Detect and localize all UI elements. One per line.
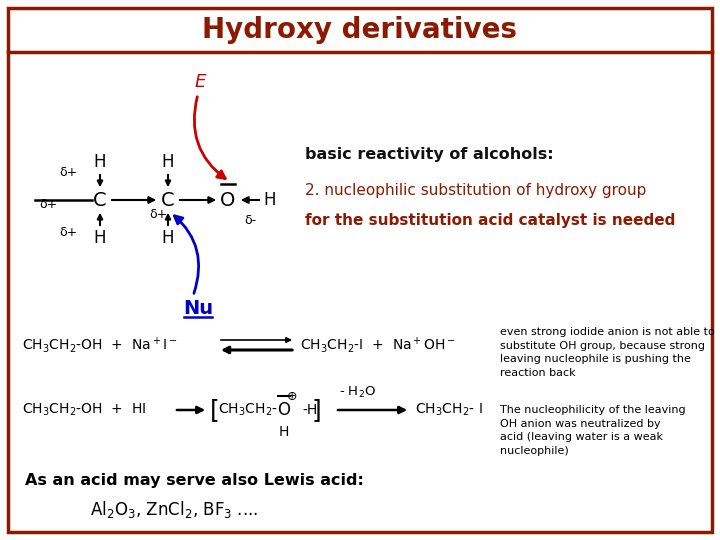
Text: CH$_3$CH$_2$-OH  +  HI: CH$_3$CH$_2$-OH + HI: [22, 402, 146, 418]
Text: H: H: [279, 425, 289, 439]
Text: C: C: [93, 191, 107, 210]
Text: CH$_3$CH$_2$- I: CH$_3$CH$_2$- I: [415, 402, 483, 418]
Text: -H: -H: [302, 403, 318, 417]
Text: [: [: [210, 398, 220, 422]
Text: δ+: δ+: [149, 207, 167, 220]
Text: H: H: [162, 229, 174, 247]
Text: CH$_3$CH$_2$-OH  +  Na$^+$I$^-$: CH$_3$CH$_2$-OH + Na$^+$I$^-$: [22, 335, 178, 355]
Text: The nucleophilicity of the leaving
OH anion was neutralized by
acid (leaving wat: The nucleophilicity of the leaving OH an…: [500, 405, 685, 456]
Text: Al$_2$O$_3$, ZnCl$_2$, BF$_3$ ....: Al$_2$O$_3$, ZnCl$_2$, BF$_3$ ....: [90, 500, 258, 521]
Text: δ+: δ+: [39, 199, 57, 212]
Text: δ+: δ+: [59, 165, 77, 179]
Text: ]: ]: [312, 398, 322, 422]
Text: Nu: Nu: [183, 299, 213, 318]
Text: CH$_3$CH$_2$-: CH$_3$CH$_2$-: [218, 402, 278, 418]
Text: C: C: [161, 191, 175, 210]
Text: - H$_2$O: - H$_2$O: [339, 384, 377, 400]
Text: H: H: [94, 153, 107, 171]
Text: H: H: [94, 229, 107, 247]
Text: CH$_3$CH$_2$-I  +  Na$^+$OH$^-$: CH$_3$CH$_2$-I + Na$^+$OH$^-$: [300, 335, 456, 355]
Text: Hydroxy derivatives: Hydroxy derivatives: [202, 16, 518, 44]
Text: even strong iodide anion is not able to
substitute OH group, because strong
leav: even strong iodide anion is not able to …: [500, 327, 715, 378]
Text: E: E: [194, 73, 206, 91]
Text: δ+: δ+: [59, 226, 77, 239]
Text: 2. nucleophilic substitution of hydroxy group: 2. nucleophilic substitution of hydroxy …: [305, 183, 647, 198]
Text: for the substitution acid catalyst is needed: for the substitution acid catalyst is ne…: [305, 213, 675, 227]
Text: O: O: [220, 191, 235, 210]
Text: H: H: [162, 153, 174, 171]
Text: $\oplus$: $\oplus$: [287, 390, 297, 403]
Text: basic reactivity of alcohols:: basic reactivity of alcohols:: [305, 147, 554, 163]
Text: δ-: δ-: [244, 213, 256, 226]
Text: H: H: [264, 191, 276, 209]
Text: O: O: [277, 401, 290, 419]
Text: As an acid may serve also Lewis acid:: As an acid may serve also Lewis acid:: [25, 472, 364, 488]
